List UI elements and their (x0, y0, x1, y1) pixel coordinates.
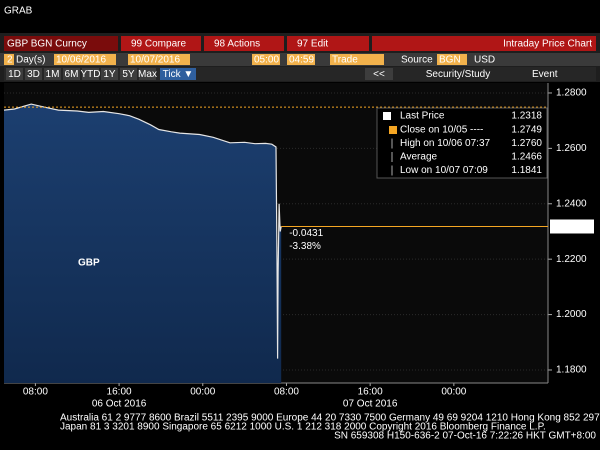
legend-label: Low on 10/07 07:09 (400, 165, 488, 176)
security: GBP BGN Curncy (7, 39, 87, 50)
input-box[interactable] (330, 54, 384, 65)
back-button[interactable] (365, 68, 393, 80)
input-box[interactable] (437, 54, 467, 65)
change: -0.0431 (289, 228, 323, 239)
period-button[interactable] (101, 68, 118, 80)
period-button[interactable] (6, 68, 23, 80)
source: BGN (439, 55, 461, 66)
view-bar (372, 36, 596, 51)
input-box[interactable] (128, 54, 190, 65)
change-pct: -3.38% (289, 241, 321, 252)
legend-box (376, 107, 548, 179)
study: Security/Study (426, 69, 490, 80)
x-tick-label: 08:00 (274, 387, 299, 398)
actions: 98 Actions (214, 39, 260, 50)
event: Event (532, 69, 558, 80)
compare: 99 Compare (131, 39, 186, 50)
edit: 97 Edit (297, 39, 328, 50)
actions-button[interactable] (204, 36, 284, 51)
date-label: 06 Oct 2016 (92, 399, 147, 410)
period-button[interactable] (82, 68, 99, 80)
legend-swatch (383, 112, 391, 120)
app-title: GRAB (4, 6, 33, 17)
y-tick-label: 1.2600 (556, 143, 587, 154)
input-box[interactable] (287, 54, 315, 65)
period-label: 1M (46, 69, 60, 80)
start-time: 05:00 (254, 55, 279, 66)
footer-text: Japan 81 3 3201 8900 Singapore 65 6212 1… (60, 422, 546, 433)
field: Trade (332, 55, 358, 66)
legend-label: High on 10/06 07:37 (400, 138, 491, 149)
source-label: Source (401, 55, 433, 66)
x-tick-label: 16:00 (358, 387, 383, 398)
legend-label: Close on 10/05 ---- (400, 125, 483, 136)
legend-swatch (389, 126, 397, 134)
y-tick-label: 1.1800 (556, 365, 587, 376)
period-label: 6M (65, 69, 79, 80)
legend-value: 1.2760 (511, 138, 542, 149)
legend-label: Average (400, 152, 438, 163)
period-button[interactable] (139, 68, 156, 80)
days-unit: Day(s) (16, 55, 45, 66)
last-price-box (550, 219, 594, 234)
legend-label: Last Price (400, 111, 445, 122)
period-label: Max (138, 69, 157, 80)
period-label: 5Y (122, 69, 135, 80)
period-button[interactable] (120, 68, 137, 80)
price-line (3, 103, 282, 359)
x-tick-label: 16:00 (107, 387, 132, 398)
legend-value: 1.2749 (511, 125, 542, 136)
days: 2 (7, 55, 13, 66)
footer-text: SN 659308 H150-636-2 07-Oct-16 7:22:26 H… (334, 431, 596, 442)
compare-button[interactable] (121, 36, 201, 51)
start-date: 10/06/2016 (56, 55, 106, 66)
x-tick-label: 00:00 (441, 387, 466, 398)
input-box[interactable] (252, 54, 280, 65)
end-time: 04:59 (289, 55, 314, 66)
view-title: Intraday Price Chart (503, 39, 592, 50)
y-tick-label: 1.2000 (556, 309, 587, 320)
period-button[interactable] (25, 68, 42, 80)
area-fill (4, 104, 282, 383)
input-box[interactable] (4, 54, 14, 65)
back: << (373, 69, 385, 80)
end-date: 10/07/2016 (130, 55, 180, 66)
date-label: 07 Oct 2016 (343, 399, 398, 410)
last-price-tag: 1.2318 (554, 221, 585, 232)
x-tick-label: 00:00 (190, 387, 215, 398)
period-button[interactable] (63, 68, 80, 80)
tick-label: Tick ▼ (163, 69, 194, 80)
security-box (4, 36, 118, 51)
annotation: GBP (78, 258, 100, 269)
period-label: 3D (27, 69, 40, 80)
input-box[interactable] (54, 54, 116, 65)
footer-text: Australia 61 2 9777 8600 Brazil 5511 239… (60, 413, 600, 424)
currency: USD (474, 55, 495, 66)
y-tick-label: 1.2400 (556, 198, 587, 209)
legend-value: 1.1841 (511, 165, 542, 176)
period-button[interactable] (44, 68, 61, 80)
y-tick-label: 1.2800 (556, 88, 587, 99)
period-label: YTD (81, 69, 101, 80)
edit-button[interactable] (287, 36, 369, 51)
period-label: 1D (8, 69, 21, 80)
period-label: 1Y (103, 69, 116, 80)
legend-value: 1.2318 (511, 111, 542, 122)
legend-value: 1.2466 (511, 152, 542, 163)
x-tick-label: 08:00 (23, 387, 48, 398)
tick-button[interactable] (160, 68, 196, 80)
y-tick-label: 1.2200 (556, 254, 587, 265)
